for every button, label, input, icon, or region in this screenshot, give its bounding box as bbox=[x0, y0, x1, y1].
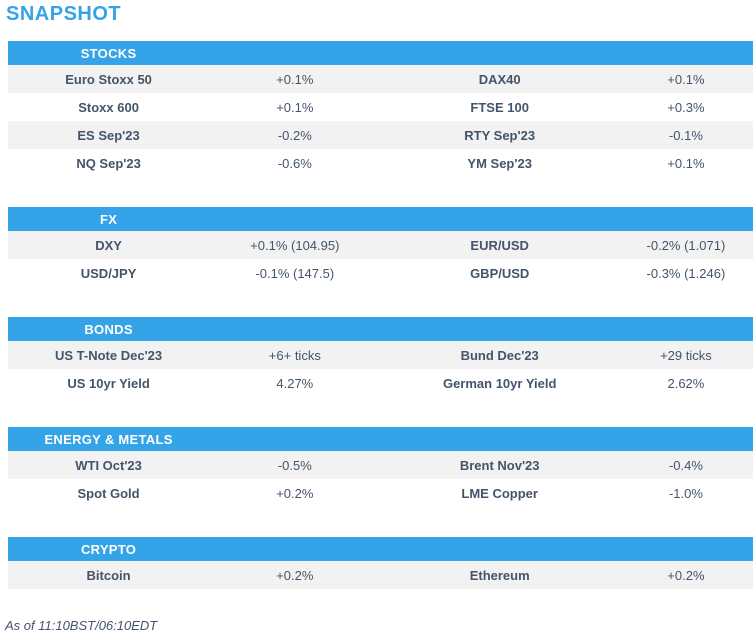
table-row: US 10yr Yield 4.27% German 10yr Yield 2.62% bbox=[8, 369, 753, 397]
table-row: WTI Oct'23 -0.5% Brent Nov'23 -0.4% bbox=[8, 451, 753, 479]
instrument-value: +29 ticks bbox=[660, 347, 712, 363]
instrument-label: ES Sep'23 bbox=[77, 127, 140, 143]
instrument-label: EUR/USD bbox=[470, 237, 529, 253]
section-title: FX bbox=[99, 211, 118, 227]
instrument-value: +0.2% bbox=[276, 485, 314, 501]
instrument-value: -0.1% bbox=[668, 127, 703, 143]
instrument-value: -0.6% bbox=[277, 155, 312, 171]
instrument-value: +0.2% bbox=[667, 567, 705, 583]
instrument-label: Euro Stoxx 50 bbox=[65, 71, 152, 87]
instrument-label: WTI Oct'23 bbox=[75, 457, 142, 473]
instrument-label: RTY Sep'23 bbox=[464, 127, 536, 143]
instrument-label: DAX40 bbox=[478, 71, 521, 87]
instrument-label: GBP/USD bbox=[470, 265, 530, 281]
table-row: ES Sep'23 -0.2% RTY Sep'23 -0.1% bbox=[8, 121, 753, 149]
section-header: CRYPTO bbox=[8, 537, 753, 561]
instrument-value: -0.1% (147.5) bbox=[255, 265, 335, 281]
table-row: Spot Gold +0.2% LME Copper -1.0% bbox=[8, 479, 753, 507]
table-row: USD/JPY -0.1% (147.5) GBP/USD -0.3% (1.246) bbox=[8, 259, 753, 287]
instrument-label: Spot Gold bbox=[77, 485, 140, 501]
instrument-value: +0.1% bbox=[276, 71, 314, 87]
instrument-label: Bund Dec'23 bbox=[460, 347, 539, 363]
section-title: ENERGY & METALS bbox=[44, 431, 173, 447]
instrument-value: -0.5% bbox=[277, 457, 312, 473]
instrument-value: +0.1% (104.95) bbox=[250, 237, 340, 253]
page-title: SNAPSHOT bbox=[6, 3, 122, 25]
instrument-label: Bitcoin bbox=[86, 567, 131, 583]
instrument-label: US T-Note Dec'23 bbox=[55, 347, 163, 363]
instrument-value: +0.1% bbox=[276, 99, 314, 115]
instrument-value: +0.2% bbox=[276, 567, 314, 583]
section-header: STOCKS bbox=[8, 41, 753, 65]
instrument-label: German 10yr Yield bbox=[442, 375, 557, 391]
section-crypto: CRYPTO Bitcoin +0.2% Ethereum +0.2% bbox=[8, 537, 753, 589]
instrument-label: DXY bbox=[95, 237, 122, 253]
table-row: US T-Note Dec'23 +6+ ticks Bund Dec'23 +29 … bbox=[8, 341, 753, 369]
section-title: CRYPTO bbox=[80, 541, 137, 557]
instrument-value: 4.27% bbox=[276, 375, 314, 391]
table-row: NQ Sep'23 -0.6% YM Sep'23 +0.1% bbox=[8, 149, 753, 177]
instrument-value: -0.2% bbox=[277, 127, 312, 143]
section-header: FX bbox=[8, 207, 753, 231]
section-fx: FX DXY +0.1% (104.95) EUR/USD -0.2% (1.071) U… bbox=[8, 207, 753, 287]
table-row: Bitcoin +0.2% Ethereum +0.2% bbox=[8, 561, 753, 589]
instrument-label: USD/JPY bbox=[80, 265, 137, 281]
instrument-label: US 10yr Yield bbox=[67, 375, 150, 391]
instrument-value: -0.3% (1.246) bbox=[646, 265, 726, 281]
table-row: DXY +0.1% (104.95) EUR/USD -0.2% (1.071) bbox=[8, 231, 753, 259]
table-row: Stoxx 600 +0.1% FTSE 100 +0.3% bbox=[8, 93, 753, 121]
section-energy-metals: ENERGY & METALS WTI Oct'23 -0.5% Brent Nov'… bbox=[8, 427, 753, 507]
instrument-value: -0.4% bbox=[668, 457, 703, 473]
instrument-label: FTSE 100 bbox=[470, 99, 529, 115]
section-title: BONDS bbox=[84, 321, 133, 337]
section-stocks: STOCKS Euro Stoxx 50 +0.1% DAX40 +0.1% Stoxx … bbox=[8, 41, 753, 177]
section-bonds: BONDS US T-Note Dec'23 +6+ ticks Bund Dec'2… bbox=[8, 317, 753, 397]
section-header: BONDS bbox=[8, 317, 753, 341]
section-title: STOCKS bbox=[80, 45, 137, 61]
instrument-label: YM Sep'23 bbox=[467, 155, 532, 171]
snapshot-table: STOCKS Euro Stoxx 50 +0.1% DAX40 +0.1% Stoxx … bbox=[8, 41, 753, 589]
instrument-value: 2.62% bbox=[667, 375, 705, 391]
section-header: ENERGY & METALS bbox=[8, 427, 753, 451]
instrument-label: NQ Sep'23 bbox=[76, 155, 141, 171]
instrument-label: LME Copper bbox=[461, 485, 538, 501]
instrument-value: +0.1% bbox=[667, 155, 705, 171]
instrument-value: +0.1% bbox=[667, 71, 705, 87]
instrument-label: Ethereum bbox=[469, 567, 530, 583]
timestamp-note: As of 11:10BST/06:10EDT bbox=[5, 618, 158, 633]
instrument-value: +6+ ticks bbox=[268, 347, 321, 363]
instrument-label: Stoxx 600 bbox=[78, 99, 139, 115]
instrument-value: +0.3% bbox=[667, 99, 705, 115]
instrument-label: Brent Nov'23 bbox=[459, 457, 540, 473]
table-row: Euro Stoxx 50 +0.1% DAX40 +0.1% bbox=[8, 65, 753, 93]
instrument-value: -1.0% bbox=[668, 485, 703, 501]
instrument-value: -0.2% (1.071) bbox=[646, 237, 726, 253]
